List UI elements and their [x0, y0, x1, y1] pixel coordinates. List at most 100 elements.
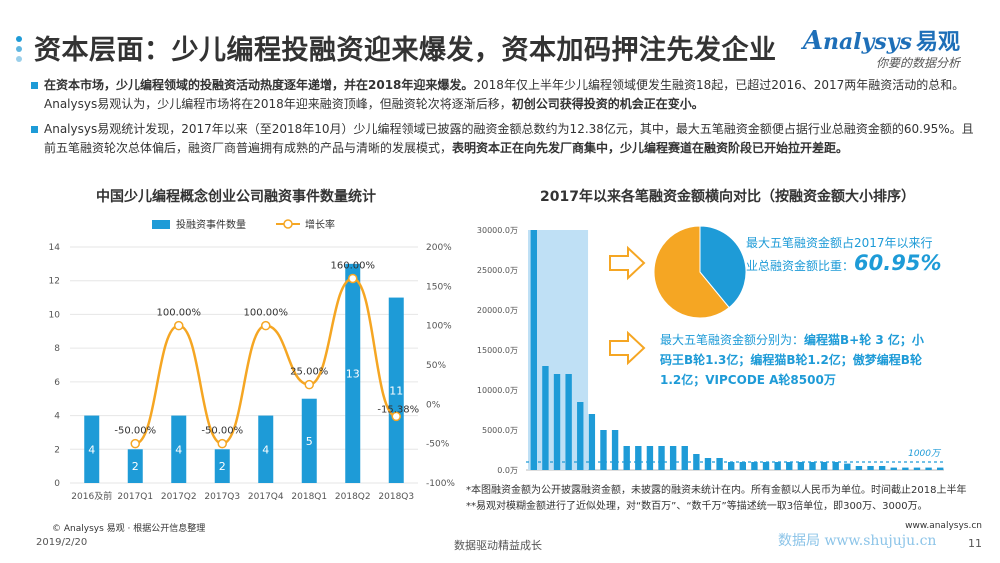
y-tick-label: 30000.0万 — [477, 226, 518, 235]
bar — [84, 415, 100, 483]
legend-line-label: 增长率 — [305, 218, 335, 231]
chart-notes: *本图融资金额为公开披露融资金额，未披露的融资未统计在内。所有金额以人民币为单位… — [466, 483, 966, 515]
bar — [345, 263, 361, 483]
top5-deals-list: 编程猫B+轮 3 亿；小码王B轮1.3亿；编程猫B轮1.2亿；傲梦编程B轮1.2… — [660, 333, 924, 387]
bar — [258, 415, 274, 483]
y2-tick-label: 50% — [426, 361, 446, 371]
bar-value-label: 11 — [389, 384, 403, 397]
bar-value-label: 4 — [88, 443, 95, 456]
logo-slogan: 你要的数据分析 — [875, 56, 960, 70]
growth-rate-point — [304, 379, 314, 390]
footer-motto: 数据驱动精益成长 — [454, 539, 542, 552]
bar — [171, 415, 187, 483]
y-tick-label: 6 — [54, 378, 60, 388]
bullet-text: Analysys易观统计发现，2017年以来（至2018年10月）少儿编程领域已… — [44, 122, 974, 155]
bar — [937, 467, 944, 470]
logo-cn-text: 易观 — [915, 29, 960, 55]
y-tick-label: 2 — [54, 445, 60, 455]
x-tick-label: 2017Q2 — [161, 492, 197, 502]
bullet-text: 2018年仅上半年少儿编程领域便发生融资18起，已超过2016、2017两年融资… — [44, 78, 965, 111]
analysys-logo: Analysys 易观 你要的数据分析 — [802, 26, 960, 70]
bullet-emphasis: 在资本市场，少儿编程领域的投融资活动热度逐年递增，并在2018年迎来爆发。 — [44, 78, 474, 92]
y2-tick-label: 0% — [426, 400, 441, 410]
bullet-emphasis: 初创公司获得投资的机会正在变小。 — [511, 97, 704, 111]
growth-rate-point — [174, 320, 184, 331]
growth-rate-label: -50.00% — [201, 426, 243, 437]
bar — [542, 366, 549, 470]
bar — [635, 446, 642, 470]
callout-prefix: 最大五笔融资金额分别为： — [660, 333, 805, 347]
y-tick-label: 0 — [54, 479, 60, 489]
callout-line-1: 最大五笔融资金额占2017年以来行 — [746, 236, 933, 250]
source-note: © Analysys 易观 · 根据公开信息整理 — [52, 524, 206, 534]
bar — [588, 414, 596, 470]
funding-amount-chart: 0.0万 5000.0万 10000.0万 15000.0万 20000.0万 25000… — [477, 226, 944, 475]
y-tick-label: 4 — [54, 412, 60, 422]
bar — [739, 462, 746, 470]
arrow-right-icon — [609, 330, 646, 366]
callout-line-2: 业总融资金额比重： — [746, 259, 855, 273]
top5-deals-callout: 最大五笔融资金额分别为：编程猫B+轮 3 亿；小码王B轮1.3亿；编程猫B轮1.… — [660, 330, 930, 390]
bar — [669, 446, 677, 470]
y2-tick-label: 200% — [426, 243, 452, 253]
growth-rate-label: 100.00% — [157, 308, 202, 319]
bar — [681, 446, 688, 470]
bar — [820, 462, 828, 470]
pie-slice — [653, 225, 730, 319]
x-tick-label: 2018Q1 — [291, 492, 327, 502]
bar — [913, 467, 921, 470]
y2-tick-label: -50% — [426, 440, 450, 450]
x-tick-label: 2018Q3 — [378, 492, 414, 502]
bar — [388, 297, 404, 483]
bar-value-label: 13 — [346, 367, 360, 380]
bar — [774, 462, 781, 470]
bullet-paragraph-2: Analysys易观统计发现，2017年以来（至2018年10月）少儿编程领域已… — [31, 120, 974, 158]
bar-value-label: 4 — [175, 443, 182, 456]
bar-value-label: 4 — [262, 443, 269, 456]
title-decoration — [16, 36, 22, 66]
bar — [214, 449, 230, 483]
y-tick-label: 0.0万 — [497, 466, 518, 475]
bullet-paragraph-1: 在资本市场，少儿编程领域的投融资活动热度逐年递增，并在2018年迎来爆发。201… — [31, 76, 974, 114]
growth-rate-label: -15.38% — [377, 404, 419, 415]
page-number: 11 — [968, 537, 982, 550]
growth-rate-label: 25.00% — [290, 367, 328, 378]
y2-tick-label: -100% — [426, 479, 455, 489]
funding-events-chart: 投融资事件数量 增长率 0 2 4 6 8 10 12 14 -100% -50% 0% 50% 100… — [49, 218, 456, 502]
x-tick-label: 2018Q2 — [335, 492, 371, 502]
top5-share-value: 60.95% — [854, 251, 942, 275]
legend-bar-swatch — [152, 220, 170, 229]
x-tick-label: 2016及前 — [71, 490, 112, 502]
reference-line-label: 1000万 — [908, 449, 942, 459]
bullet-emphasis: 表明资本正在向先发厂商集中，少儿编程赛道在融资阶段已开始拉开差距。 — [452, 141, 849, 155]
legend-line-marker — [283, 219, 293, 229]
y-tick-label: 25000.0万 — [477, 266, 518, 275]
bar — [844, 463, 851, 470]
bar — [902, 467, 909, 470]
bar — [786, 462, 793, 470]
bar — [809, 462, 816, 470]
growth-rate-point — [391, 411, 401, 422]
bar — [704, 458, 712, 470]
bar — [565, 374, 572, 470]
growth-rate-label: -50.00% — [114, 426, 156, 437]
y-tick-label: 8 — [54, 344, 60, 354]
note-1: *本图融资金额为公开披露融资金额，未披露的融资未统计在内。所有金额以人民币为单位… — [466, 485, 967, 496]
y-tick-label: 10 — [49, 310, 61, 320]
bar — [716, 458, 723, 470]
y-tick-label: 5000.0万 — [482, 426, 518, 435]
y-tick-label: 10000.0万 — [477, 386, 518, 395]
x-tick-label: 2017Q4 — [248, 492, 284, 502]
page-title: 资本层面：少儿编程投融资迎来爆发，资本加码押注先发企业 — [34, 35, 777, 66]
bar — [301, 398, 317, 483]
note-2: **易观对模糊金额进行了近似处理，对“数百万”、“数千万”等描述统一取3倍单位，… — [466, 501, 928, 512]
growth-rate-label: 100.00% — [244, 308, 289, 319]
bar — [646, 446, 654, 470]
top5-share-callout: 最大五笔融资金额占2017年以来行 业总融资金额比重：60.95% — [746, 233, 941, 276]
growth-rate-point — [130, 438, 140, 449]
bar — [658, 446, 665, 470]
bar — [728, 462, 735, 470]
bar — [623, 446, 630, 470]
y2-tick-label: 100% — [426, 322, 452, 332]
growth-rate-point — [348, 273, 358, 284]
